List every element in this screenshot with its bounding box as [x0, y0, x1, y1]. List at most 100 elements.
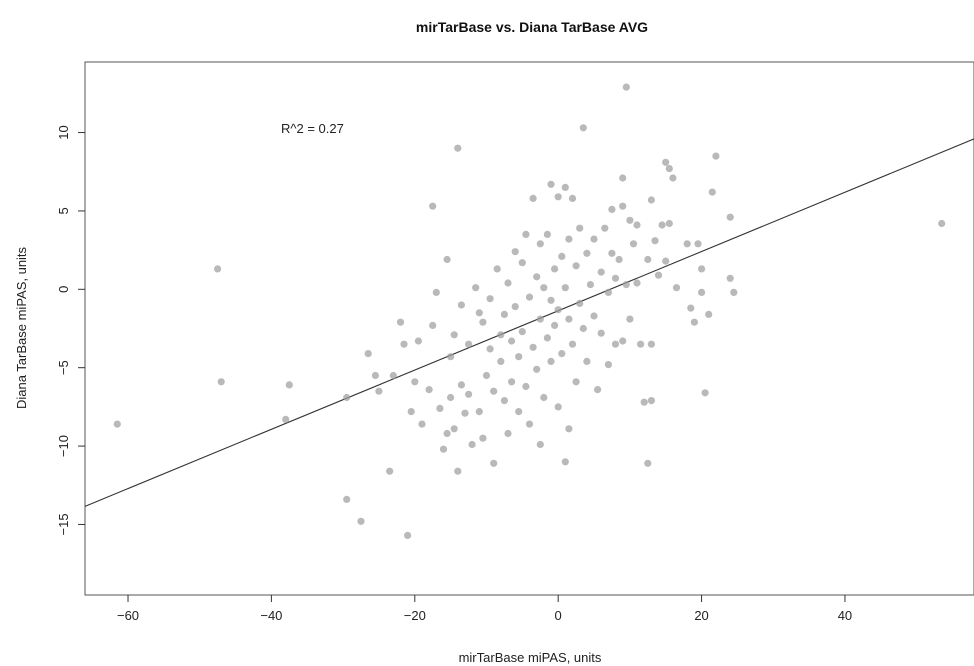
data-point-96: [568, 194, 577, 202]
data-point-136: [647, 397, 656, 405]
data-point-146: [683, 240, 691, 248]
data-points: [113, 83, 946, 540]
x-tick-label: −40: [260, 608, 282, 623]
data-point-132: [644, 255, 652, 264]
data-point-72: [533, 365, 541, 373]
data-point-102: [579, 324, 587, 333]
data-point-155: [712, 152, 720, 160]
data-point-28: [447, 353, 455, 361]
data-point-74: [536, 315, 544, 323]
data-point-1: [214, 265, 222, 273]
data-point-142: [665, 219, 673, 228]
data-point-2: [217, 378, 225, 386]
data-point-58: [508, 378, 516, 386]
data-point-34: [457, 301, 465, 309]
data-point-29: [447, 393, 455, 402]
data-point-90: [561, 183, 569, 191]
data-point-8: [364, 350, 372, 358]
data-point-6: [343, 495, 351, 503]
data-point-80: [547, 296, 555, 304]
data-point-65: [522, 382, 530, 391]
data-point-56: [504, 429, 512, 438]
data-point-100: [576, 224, 584, 232]
data-point-48: [490, 387, 498, 395]
data-point-84: [551, 321, 559, 329]
data-point-122: [619, 337, 627, 345]
data-point-151: [698, 288, 706, 296]
data-point-108: [590, 312, 598, 320]
data-point-156: [726, 213, 734, 221]
data-point-63: [518, 259, 526, 267]
data-point-11: [386, 467, 394, 475]
data-point-86: [554, 306, 562, 314]
data-point-147: [687, 304, 695, 312]
data-point-83: [551, 265, 559, 273]
data-point-140: [662, 257, 670, 265]
data-point-21: [429, 321, 437, 329]
x-tick-label: 40: [838, 608, 852, 623]
data-point-82: [547, 357, 555, 365]
data-point-44: [479, 434, 487, 442]
data-point-94: [565, 315, 573, 323]
data-point-22: [429, 202, 437, 210]
data-point-81: [547, 180, 555, 188]
data-point-104: [583, 249, 591, 257]
data-point-23: [432, 288, 440, 296]
y-tick-label: −15: [56, 513, 71, 535]
data-point-152: [701, 389, 709, 397]
x-axis-title: mirTarBase miPAS, units: [459, 650, 602, 665]
data-point-75: [536, 440, 544, 449]
data-point-116: [608, 205, 616, 213]
data-point-60: [511, 303, 519, 311]
data-point-13: [396, 318, 405, 326]
data-point-126: [626, 315, 634, 323]
y-tick-label: 10: [56, 125, 71, 139]
x-tick-label: 20: [694, 608, 708, 623]
data-point-134: [647, 196, 656, 204]
x-axis: −60 −40 −20 0 20 40: [117, 595, 852, 623]
data-point-138: [654, 271, 663, 279]
data-point-17: [411, 378, 419, 386]
y-tick-label: −5: [56, 360, 71, 375]
data-point-40: [472, 284, 480, 292]
data-point-53: [500, 397, 508, 405]
data-point-85: [554, 193, 562, 201]
data-point-76: [540, 284, 548, 292]
y-tick-label: 5: [56, 207, 71, 214]
data-point-32: [454, 144, 462, 152]
data-point-62: [515, 353, 523, 361]
data-point-119: [615, 255, 623, 264]
data-point-145: [672, 284, 681, 292]
x-tick-label: −20: [404, 608, 426, 623]
data-point-129: [633, 279, 641, 287]
data-point-64: [518, 328, 526, 336]
data-point-95: [565, 425, 573, 433]
data-point-139: [658, 221, 666, 229]
regression-line: [84, 138, 974, 507]
x-tick-label: −60: [117, 608, 139, 623]
data-point-93: [565, 235, 573, 243]
data-point-144: [669, 174, 677, 182]
data-point-103: [579, 124, 587, 132]
data-point-77: [540, 393, 548, 402]
data-point-141: [662, 158, 670, 166]
data-point-46: [486, 295, 494, 303]
data-point-57: [508, 337, 516, 345]
data-point-24: [436, 404, 444, 412]
data-point-36: [461, 409, 469, 417]
data-point-124: [622, 83, 630, 91]
chart-title: mirTarBase vs. Diana TarBase AVG: [416, 19, 648, 35]
data-point-109: [594, 386, 602, 394]
data-point-123: [622, 281, 630, 289]
data-point-38: [465, 390, 473, 398]
data-point-117: [611, 274, 620, 282]
data-point-78: [543, 230, 552, 238]
data-point-70: [529, 343, 537, 351]
y-tick-label: −10: [56, 435, 71, 457]
data-point-59: [511, 248, 519, 256]
data-point-133: [644, 459, 652, 467]
data-point-97: [568, 340, 577, 348]
data-point-14: [400, 340, 408, 348]
data-point-3: [282, 415, 290, 423]
